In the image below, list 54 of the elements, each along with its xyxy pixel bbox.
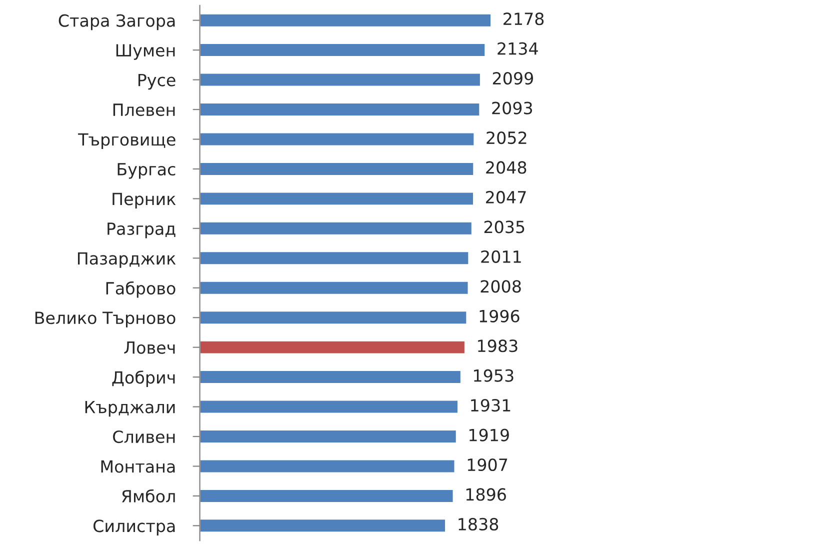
data-label: 1838 [458,518,498,531]
bar [200,72,482,88]
bar [200,399,459,414]
bar [200,429,458,444]
bar [200,370,462,384]
y-tick-label: Пазарджик [78,252,176,268]
data-label: 2048 [486,161,526,174]
data-label: 2011 [481,250,521,263]
y-tick-label: Силистра [94,520,175,536]
bar [200,280,470,296]
y-tick-label: Перник [112,192,176,208]
data-label: 1996 [480,310,520,322]
bar [200,488,454,504]
y-tick-label: Шумен [116,44,175,60]
y-tick-label: Русе [138,74,176,90]
y-tick-label: Сливен [113,430,175,444]
data-label: 2134 [498,42,538,55]
y-tick-label: Велико Търново [35,312,176,328]
data-label: 2093 [492,102,532,114]
bar [200,340,466,355]
data-label: 1896 [466,488,506,501]
bar [200,518,446,534]
data-label: 2035 [484,220,524,234]
bar [200,162,475,176]
y-tick-label: Монтана [101,460,175,473]
data-label: 2099 [492,72,533,85]
y-tick-label: Габрово [106,281,176,298]
y-tick-label: Плевен [113,104,175,116]
bar [200,42,486,58]
bar [200,310,468,325]
data-label: 1931 [471,399,510,412]
bar [200,458,456,474]
bar [200,132,476,147]
data-label: 1919 [470,428,509,442]
bar [200,12,492,28]
data-label: 1983 [478,340,518,352]
y-tick-label: Търговище [78,133,176,150]
y-tick-label: Бургас [118,163,176,179]
bar [200,221,473,236]
bar [200,102,481,117]
y-tick-label: Ямбол [122,489,175,503]
y-tick-label: Разград [108,222,176,238]
data-label: 2052 [486,131,526,144]
data-label: 2008 [480,280,521,293]
y-tick-label: Кърджали [85,400,175,417]
y-tick-label: Добрич [112,370,175,387]
data-label: 1907 [468,458,508,472]
bar [200,191,474,206]
bar [200,250,470,266]
y-tick-label: Ловеч [124,342,175,354]
data-label: 2047 [486,190,526,204]
y-tick-label: Стара Загора [58,14,175,30]
data-label: 1953 [474,369,514,382]
data-label: 2178 [504,12,544,26]
